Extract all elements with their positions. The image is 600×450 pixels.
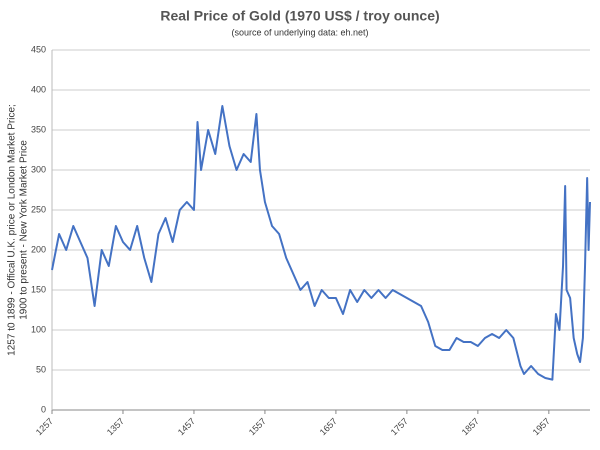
- x-tick-label: 1257: [34, 416, 55, 437]
- y-tick-label: 250: [31, 204, 46, 214]
- y-axis-label: 1257 t0 1899 - Offical U.K. price or Lon…: [7, 104, 18, 356]
- x-tick-label: 1757: [389, 416, 410, 437]
- x-tick-label: 1557: [247, 416, 268, 437]
- x-tick-label: 1857: [460, 416, 481, 437]
- y-axis-label: 1900 to present - New York Market Price: [19, 140, 30, 320]
- y-tick-label: 450: [31, 44, 46, 54]
- y-tick-label: 350: [31, 124, 46, 134]
- y-tick-label: 0: [41, 404, 46, 414]
- line: [51, 105, 591, 381]
- y-tick-label: 200: [31, 244, 46, 254]
- x-tick-label: 1357: [105, 416, 126, 437]
- y-tick-label: 150: [31, 284, 46, 294]
- chart-title: Real Price of Gold (1970 US$ / troy ounc…: [160, 8, 439, 24]
- chart-subtitle: (source of underlying data: eh.net): [231, 27, 368, 37]
- y-tick-label: 300: [31, 164, 46, 174]
- x-tick-label: 1457: [176, 416, 197, 437]
- x-tick-label: 1657: [318, 416, 339, 437]
- y-tick-label: 100: [31, 324, 46, 334]
- x-tick-label: 1957: [531, 416, 552, 437]
- y-tick-label: 50: [36, 364, 46, 374]
- y-tick-label: 400: [31, 84, 46, 94]
